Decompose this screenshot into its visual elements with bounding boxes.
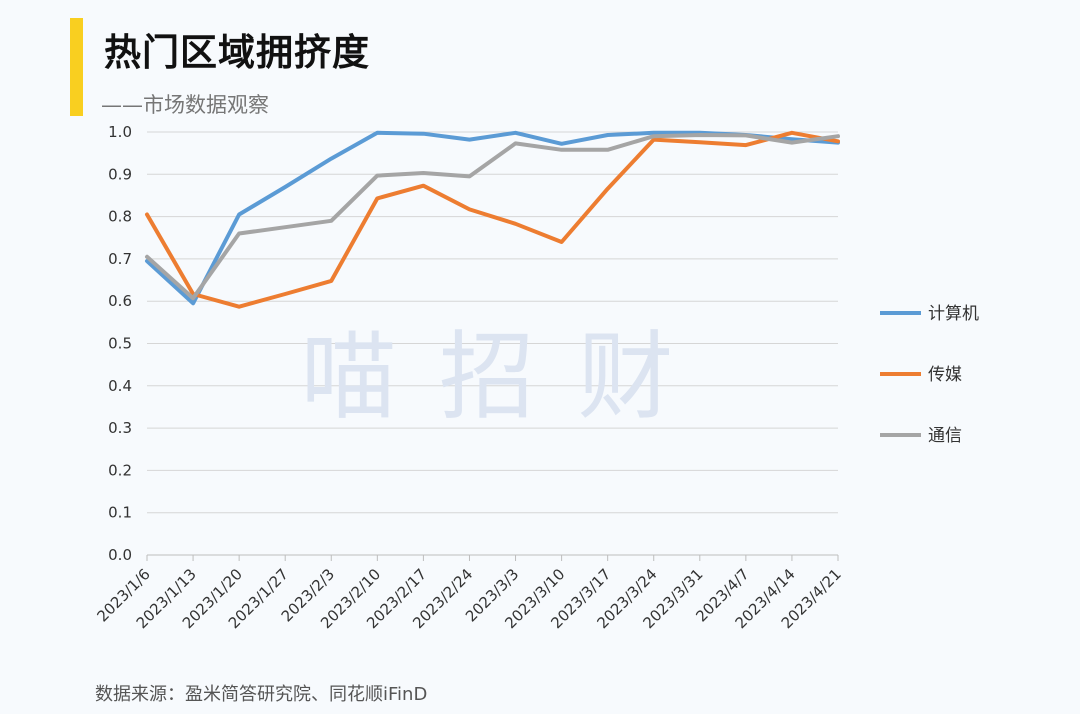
legend-label: 传媒	[928, 365, 962, 385]
watermark: 喵 招 财	[300, 321, 679, 433]
y-tick-label: 0.6	[108, 292, 132, 310]
y-tick-label: 0.1	[108, 504, 132, 522]
page-title: 热门区域拥挤度	[104, 31, 370, 74]
y-tick-label: 0.5	[108, 335, 132, 353]
y-tick-label: 0.2	[108, 461, 132, 479]
y-tick-label: 0.3	[108, 419, 132, 437]
y-tick-label: 1.0	[108, 123, 132, 141]
series-line-3	[145, 133, 840, 301]
y-tick-label: 0.7	[108, 250, 132, 268]
legend-label: 计算机	[928, 304, 979, 324]
series-line-2	[145, 130, 840, 309]
y-tick-label: 0.0	[108, 546, 132, 564]
y-tick-label: 0.4	[108, 377, 132, 395]
page-subtitle: ——市场数据观察	[101, 93, 269, 117]
y-tick-label: 0.8	[108, 208, 132, 226]
title-accent-bar	[70, 18, 83, 116]
legend-label: 通信	[928, 426, 962, 446]
y-tick-label: 0.9	[108, 165, 132, 183]
data-source-note: 数据来源：盈米简答研究院、同花顺iFinD	[95, 684, 428, 705]
